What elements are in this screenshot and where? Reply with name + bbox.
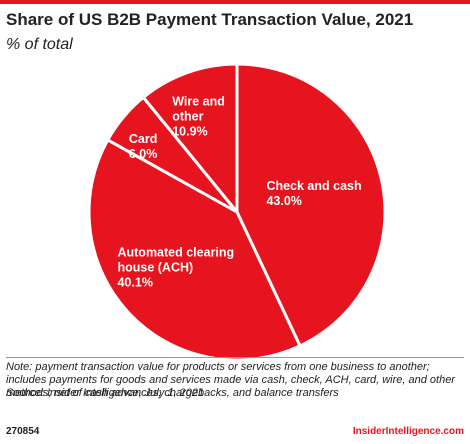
pie-slice <box>235 62 387 348</box>
chart-subtitle: % of total <box>6 36 73 53</box>
top-bar <box>0 0 470 4</box>
slice-label: Automated clearing house (ACH) 40.1% <box>117 245 237 290</box>
chart-title: Share of US B2B Payment Transaction Valu… <box>6 10 414 29</box>
slice-value: 10.9% <box>172 124 208 139</box>
chart-id: 270854 <box>6 426 40 437</box>
slice-label: Check and cash 43.0% <box>266 179 366 209</box>
slice-value: 6.0% <box>128 147 158 162</box>
slice-category: Automated clearing house (ACH) <box>117 245 235 275</box>
slice-label: Wire and other 10.9% <box>172 95 234 140</box>
slice-category: Check and cash <box>266 179 362 194</box>
note: Note: payment transaction value for prod… <box>6 361 455 399</box>
slice-category: Wire and other <box>172 94 225 124</box>
divider <box>6 357 464 358</box>
brand: InsiderIntelligence.com <box>352 426 464 437</box>
source: Source: Insider Intelligence, July 1, 20… <box>6 387 205 399</box>
slice-value: 40.1% <box>117 275 153 290</box>
pie-slice <box>141 62 239 214</box>
slice-label: Card 6.0% <box>129 132 191 162</box>
pie-slice <box>87 138 302 362</box>
slice-value: 43.0% <box>266 194 302 209</box>
slice-category: Card <box>128 132 158 147</box>
